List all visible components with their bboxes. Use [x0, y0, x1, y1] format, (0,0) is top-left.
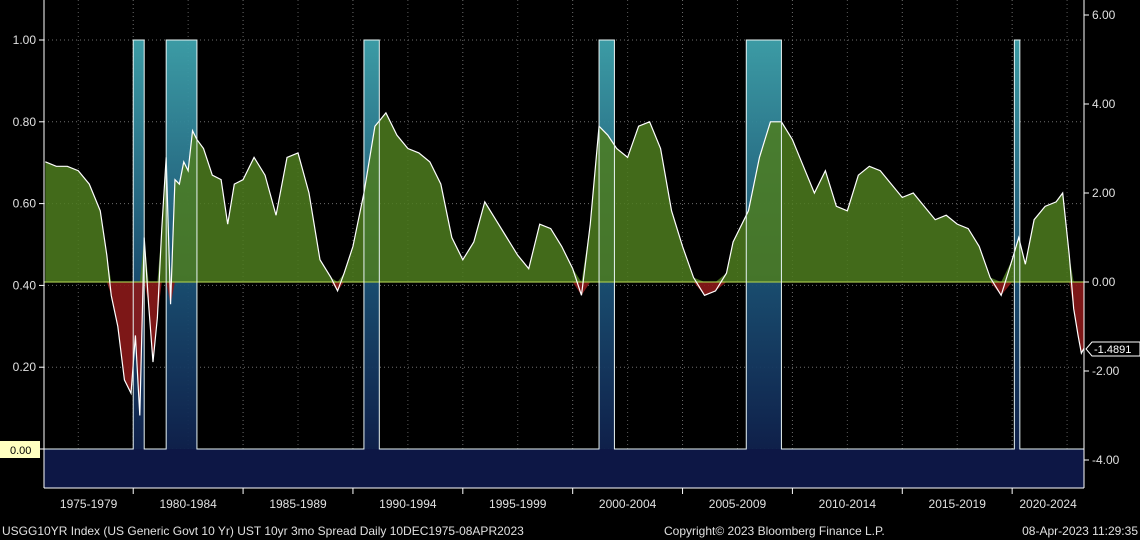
footer-right: 08-Apr-2023 11:29:35	[1022, 524, 1138, 538]
positive-spread-area	[45, 112, 1084, 282]
right-axis-ticks: -4.00 -2.00 0.00 2.00 4.00 6.00	[1084, 8, 1120, 467]
negative-spread-area	[45, 282, 1084, 416]
baseline-band	[44, 449, 1084, 488]
right-tick-label-1: -2.00	[1092, 364, 1120, 378]
last-value-badge-box	[1085, 341, 1140, 357]
zero-badge-box	[0, 441, 40, 458]
right-tick-label-2: 0.00	[1092, 275, 1116, 289]
x-tick-label-2: 1985-1989	[269, 497, 327, 511]
last-value-badge-text: -1.4891	[1094, 344, 1131, 356]
right-tick-label-4: 4.00	[1092, 97, 1116, 111]
x-tick-label-6: 2005-2009	[709, 497, 767, 511]
x-tick-label-8: 2015-2019	[929, 497, 987, 511]
x-tick-label-7: 2010-2014	[819, 497, 877, 511]
x-tick-label-1: 1980-1984	[159, 497, 217, 511]
left-tick-label-4: 0.80	[13, 115, 37, 129]
left-tick-label-3: 0.60	[13, 197, 37, 211]
x-tick-label-5: 2000-2004	[599, 497, 657, 511]
x-axis-ticks: 1975-1979 1980-1984 1985-1989 1990-1994 1995…	[60, 497, 1077, 511]
right-tick-label-5: 6.00	[1092, 8, 1116, 22]
footer-center: Copyright© 2023 Bloomberg Finance L.P.	[664, 524, 885, 538]
recession-step-line	[44, 39, 1084, 450]
x-tick-label-0: 1975-1979	[60, 497, 118, 511]
left-axis-ticks: 0.20 0.40 0.60 0.80 1.00	[13, 33, 44, 450]
x-tick-label-9: 2020-2024	[1019, 497, 1077, 511]
recession-bands	[44, 40, 1084, 488]
series-lines	[44, 39, 1084, 450]
axes	[43, 0, 1085, 494]
footer-left: USGG10YR Index (US Generic Govt 10 Yr) U…	[2, 524, 524, 538]
left-tick-label-1: 0.20	[13, 360, 37, 374]
left-tick-label-2: 0.40	[13, 278, 37, 292]
x-tick-label-4: 1995-1999	[489, 497, 547, 511]
recession-band-0	[133, 40, 145, 488]
left-tick-label-5: 1.00	[13, 33, 37, 47]
zero-badge-text: 0.00	[10, 445, 31, 457]
right-tick-label-3: 2.00	[1092, 186, 1116, 200]
footer: USGG10YR Index (US Generic Govt 10 Yr) U…	[2, 524, 1138, 538]
spread-line	[45, 111, 1084, 416]
right-tick-label-0: -4.00	[1092, 453, 1120, 467]
value-badges: 0.00 -1.4891	[0, 341, 1140, 458]
spread-area	[45, 112, 1084, 416]
x-tick-label-3: 1990-1994	[379, 497, 437, 511]
